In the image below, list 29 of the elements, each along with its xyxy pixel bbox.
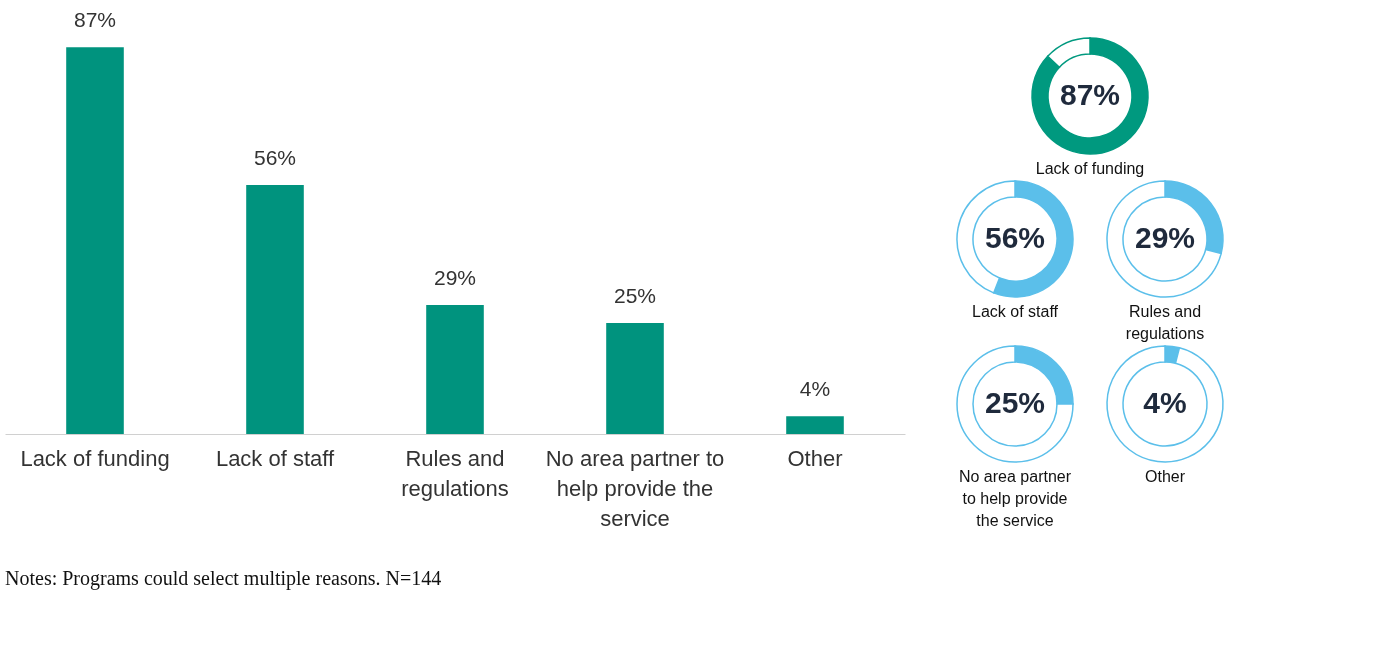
donut-slice <box>1031 37 1149 155</box>
text: Other <box>1144 468 1186 485</box>
text: Notes: Programs could select multiple reasons. N=144 <box>5 567 442 590</box>
data-label: 87% <box>73 8 117 32</box>
x-tick-label: No area partner to help provide the service <box>545 445 725 531</box>
x-tick-label: Lack of funding <box>20 445 170 471</box>
bar <box>786 416 844 434</box>
data-label: 25% <box>984 386 1046 419</box>
donut-slice <box>956 345 1074 463</box>
donut-slice <box>1106 345 1224 463</box>
data-label: 29% <box>433 266 477 290</box>
text: Lack of funding <box>1035 160 1145 177</box>
data-label: 56% <box>253 146 297 170</box>
data-label: 29% <box>1134 221 1196 254</box>
x-tick-label: Other <box>787 445 843 471</box>
data-label: 4% <box>1143 386 1187 419</box>
donut-slice <box>1106 180 1222 298</box>
x-tick-label: Lack of staff <box>215 445 335 471</box>
text: Lack of staff <box>972 303 1059 320</box>
bar <box>66 47 124 434</box>
data-label: 4% <box>799 377 831 401</box>
bar <box>426 305 484 434</box>
bar <box>606 322 664 434</box>
bar <box>246 185 304 434</box>
text: Rules and regulations <box>1125 303 1205 342</box>
data-label: 87% <box>1059 78 1121 111</box>
data-label: 25% <box>613 283 657 307</box>
data-label: 56% <box>984 221 1046 254</box>
x-tick-label: Rules and regulations <box>401 445 509 501</box>
